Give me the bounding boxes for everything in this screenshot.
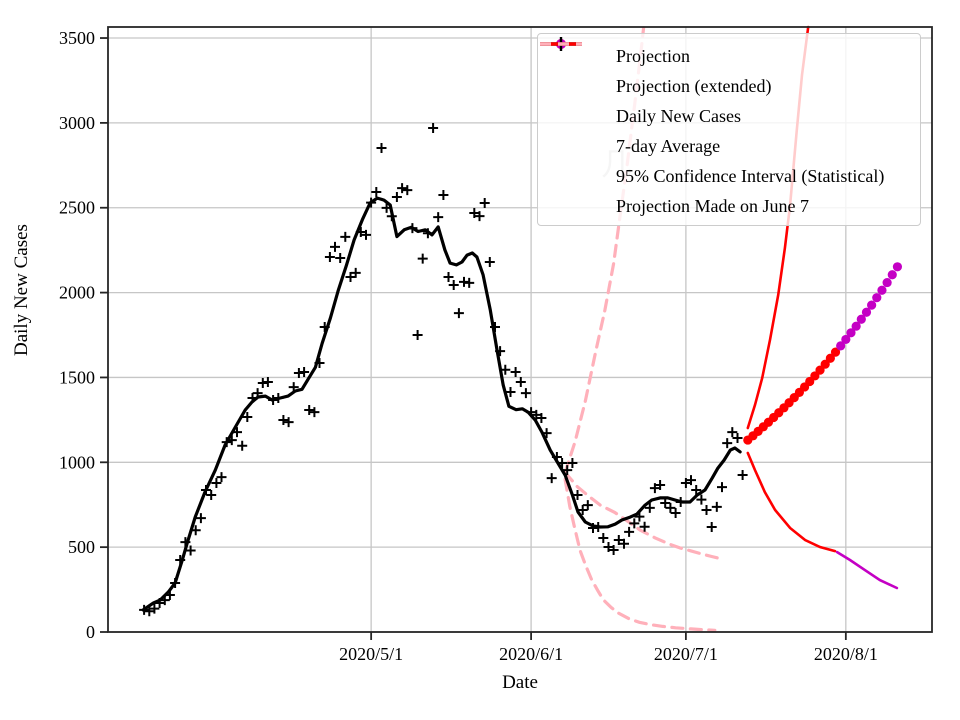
- series-june7-mid: [563, 470, 724, 561]
- x-tick-label: 2020/6/1: [499, 644, 563, 664]
- y-tick-label: 1500: [59, 367, 95, 387]
- series-projection-extended-dot: [872, 293, 882, 303]
- series-projection-extended-dot: [856, 314, 866, 324]
- legend-label: Projection: [616, 45, 690, 66]
- series-projection-extended-dot: [846, 328, 856, 338]
- y-tick-label: 500: [68, 537, 95, 557]
- legend-label: Projection Made on June 7: [616, 195, 809, 216]
- series-projection-extended-dot: [887, 270, 897, 280]
- x-tick-label: 2020/5/1: [339, 644, 403, 664]
- y-tick-label: 2500: [59, 198, 95, 218]
- legend-entry: Projection Made on June 7: [540, 42, 912, 221]
- y-tick-label: 3000: [59, 113, 95, 133]
- y-tick-label: 0: [86, 622, 95, 642]
- series-projection-extended-dot: [851, 321, 861, 331]
- series-projection-extended-dot: [861, 307, 872, 317]
- legend-label: 95% Confidence Interval (Statistical): [616, 165, 885, 186]
- series-june7-lower: [563, 477, 717, 632]
- series-projection-extended-dot: [841, 334, 851, 345]
- series-projection-dot: [830, 347, 841, 357]
- x-axis-label: Date: [502, 672, 538, 693]
- series-projection-extended-dot: [892, 262, 903, 272]
- series-projection-extended-dot: [867, 300, 877, 310]
- series-projection-dot: [825, 353, 835, 363]
- y-tick-label: 3500: [59, 28, 95, 48]
- legend-entry: Daily New Cases: [546, 37, 912, 131]
- legend-label: 7-day Average: [616, 135, 721, 156]
- legend-label: Projection (extended): [616, 75, 772, 96]
- series-projection-dot: [820, 359, 830, 369]
- legend-label: Daily New Cases: [616, 105, 741, 126]
- legend-entry: Projection (extended): [546, 39, 912, 101]
- legend-entry: 95% Confidence Interval (Statistical): [540, 42, 912, 191]
- y-tick-label: 1000: [59, 452, 95, 472]
- series-ci-lower: [746, 451, 837, 553]
- y-axis-label: Daily New Cases: [11, 224, 33, 356]
- series-projection-extended-dot: [877, 285, 887, 295]
- legend-entry: 7-day Average: [540, 42, 912, 161]
- legend-entry: Projection: [546, 39, 912, 71]
- series-projection-extended-dot: [836, 341, 846, 351]
- x-tick-label: 2020/8/1: [814, 644, 878, 664]
- series-ci-lower-extended: [835, 550, 899, 590]
- legend: Projection Projection (extended) Daily New…: [537, 33, 921, 226]
- x-tick-label: 2020/7/1: [654, 644, 718, 664]
- y-axis-label-text: Daily New Cases: [11, 224, 32, 356]
- series-projection-dot: [815, 365, 825, 375]
- plot-border: [107, 26, 933, 633]
- y-tick-label: 2000: [59, 283, 95, 303]
- legend-swatch-glyph: [540, 42, 582, 46]
- series-7-day-average: [141, 196, 742, 612]
- series-projection-extended-dot: [882, 277, 892, 288]
